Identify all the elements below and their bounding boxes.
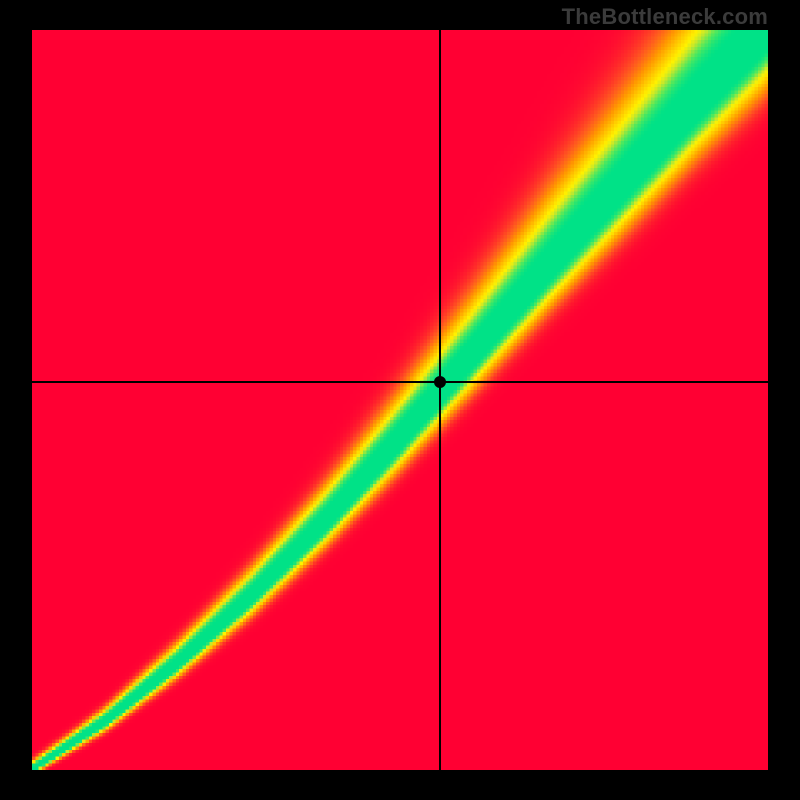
crosshair-horizontal: [32, 381, 768, 383]
chart-container: TheBottleneck.com: [0, 0, 800, 800]
bottleneck-heatmap: [32, 30, 768, 770]
crosshair-marker: [434, 376, 446, 388]
crosshair-vertical: [439, 30, 441, 770]
watermark: TheBottleneck.com: [562, 4, 768, 30]
